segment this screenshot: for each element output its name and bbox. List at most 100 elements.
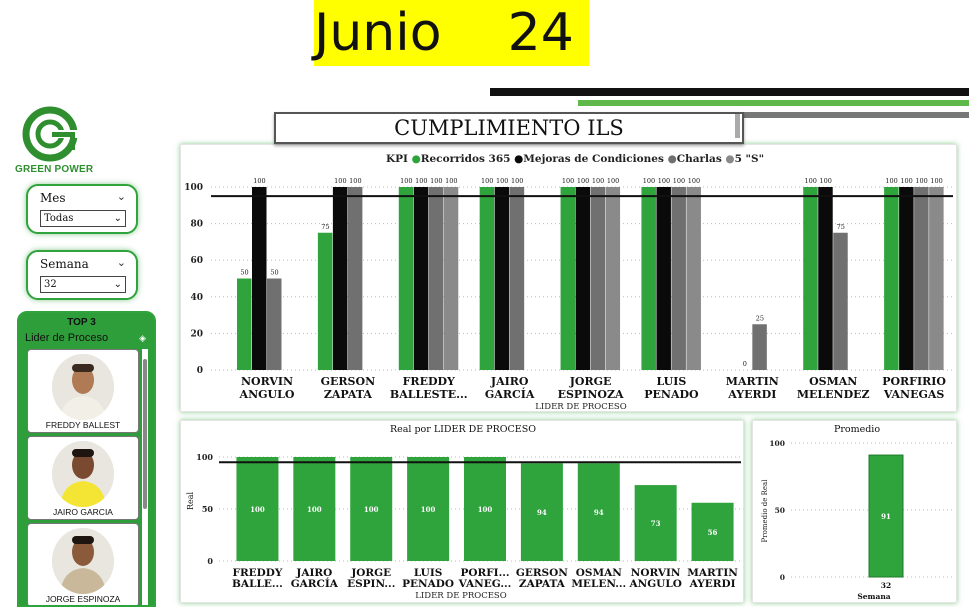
- mes-dropdown[interactable]: Todas ⌄: [40, 210, 126, 227]
- avatar: [52, 441, 114, 507]
- x-tick-label: PENADO: [402, 578, 454, 590]
- bar: [443, 187, 459, 370]
- data-label: 75: [321, 223, 329, 231]
- x-tick-label: ZAPATA: [519, 578, 566, 590]
- x-tick-label: JAIRO: [490, 375, 529, 388]
- x-tick-label: BALLESTE...: [390, 388, 468, 401]
- bar: [656, 187, 671, 370]
- data-label: 100: [430, 177, 442, 185]
- page-title-badge: Junio 24: [314, 0, 589, 66]
- data-label: 50: [270, 269, 278, 277]
- data-label: 100: [334, 177, 346, 185]
- data-label: 100: [658, 177, 670, 185]
- kpi-grouped-bar-chart: KPI ●Recorridos 365 ●Mejoras de Condicio…: [184, 153, 953, 412]
- x-tick-label: PORFI...: [460, 567, 509, 579]
- bar: [560, 187, 576, 370]
- x-tick-label: MELENDEZ: [797, 388, 870, 401]
- header-decoration-black: [490, 88, 969, 96]
- green-power-logo-icon: [22, 106, 78, 162]
- data-label: 100: [400, 177, 412, 185]
- leader-card[interactable]: JAIRO GARCIA: [27, 436, 139, 520]
- y-tick-label: 60: [190, 256, 203, 266]
- leader-card[interactable]: JORGE ESPINOZA: [27, 523, 139, 605]
- bar: [575, 187, 591, 370]
- chart-title: Real por LIDER DE PROCESO: [390, 424, 536, 435]
- bar: [577, 463, 620, 561]
- top3-scrollbar-thumb[interactable]: [143, 359, 147, 509]
- chevron-down-icon: ⌄: [113, 213, 122, 224]
- chart-title: Promedio: [834, 424, 880, 435]
- data-label: 100: [496, 177, 508, 185]
- bar: [686, 187, 701, 370]
- x-tick-label: AYERDI: [727, 388, 776, 401]
- x-tick-label: MELEN...: [571, 578, 626, 590]
- data-label: 100: [364, 505, 379, 514]
- x-tick-label: JAIRO: [295, 567, 332, 579]
- data-label: 100: [607, 177, 619, 185]
- y-tick-label: 100: [184, 183, 203, 193]
- x-tick-label: ZAPATA: [324, 388, 373, 401]
- x-tick-label: NORVIN: [241, 375, 293, 388]
- y-tick-label: 0: [207, 556, 213, 566]
- leader-card[interactable]: FREDDY BALLEST: [27, 349, 139, 433]
- real-chart-panel: Real por LIDER DE PROCESO Real 0 50 100 100 FR…: [180, 420, 744, 603]
- bar: [752, 324, 767, 370]
- x-tick-label: NORVIN: [631, 567, 681, 579]
- bar: [520, 463, 563, 561]
- bar: [236, 457, 279, 561]
- x-tick-label: GARCÍA: [291, 576, 339, 590]
- legend-entry: Charlas: [677, 153, 726, 165]
- page-title: Junio 24: [314, 3, 574, 63]
- data-label: 100: [253, 177, 265, 185]
- leader-name: FREDDY BALLEST: [45, 420, 121, 430]
- chart-legend: KPI ●Recorridos 365 ●Mejoras de Condicio…: [386, 153, 764, 165]
- semana-dropdown[interactable]: 32 ⌄: [40, 276, 126, 293]
- y-tick-label: 0: [780, 573, 785, 582]
- leader-name: JAIRO GARCIA: [53, 507, 113, 517]
- main-title-scrollbar[interactable]: [735, 114, 740, 138]
- bar: [641, 187, 656, 370]
- chevron-down-icon[interactable]: ⌄: [116, 191, 126, 203]
- data-label: 100: [481, 177, 493, 185]
- x-tick-label: LUIS: [414, 567, 442, 579]
- y-tick-label: 50: [202, 504, 214, 514]
- chevron-down-icon[interactable]: ⌄: [116, 257, 126, 269]
- bar: [267, 278, 282, 370]
- data-label: 50: [240, 269, 248, 277]
- data-label: 100: [643, 177, 655, 185]
- x-axis-title: LIDER DE PROCESO: [535, 402, 626, 412]
- x-axis-title: Semana: [857, 592, 890, 601]
- bar: [479, 187, 495, 370]
- data-label: 100: [673, 177, 685, 185]
- bar: [407, 457, 450, 561]
- mes-slicer: Mes ⌄ Todas ⌄: [26, 184, 138, 234]
- bar: [350, 457, 393, 561]
- y-tick-label: 20: [190, 329, 203, 339]
- legend-marker: ●: [725, 153, 734, 165]
- header-decoration-grey: [740, 112, 969, 118]
- x-tick-label: ESPINOZA: [558, 388, 624, 401]
- data-label: 56: [708, 528, 718, 537]
- bar: [293, 457, 336, 561]
- data-label: 100: [415, 177, 427, 185]
- main-title-box: CUMPLIMIENTO ILS: [274, 112, 744, 144]
- bar: [332, 187, 348, 370]
- data-label: 100: [577, 177, 589, 185]
- semana-slicer-label: Semana: [40, 257, 89, 271]
- y-tick-label: 100: [769, 439, 785, 448]
- top3-panel: TOP 3 Lider de Proceso ◈ FREDDY BALLEST …: [17, 311, 156, 607]
- x-tick-label: LUIS: [657, 375, 687, 388]
- data-label: 100: [885, 177, 897, 185]
- x-tick-label: VANEG...: [458, 578, 512, 590]
- leader-name: JORGE ESPINOZA: [45, 594, 121, 604]
- legend-marker: ●: [668, 153, 677, 165]
- bar: [914, 187, 929, 370]
- data-label: 100: [930, 177, 942, 185]
- bar: [509, 187, 525, 370]
- bar: [590, 187, 606, 370]
- data-label: 100: [445, 177, 457, 185]
- semana-dropdown-value: 32: [44, 279, 57, 290]
- pin-icon[interactable]: ◈: [139, 333, 146, 343]
- x-tick-label: MARTIN: [687, 567, 738, 579]
- bar: [398, 187, 414, 370]
